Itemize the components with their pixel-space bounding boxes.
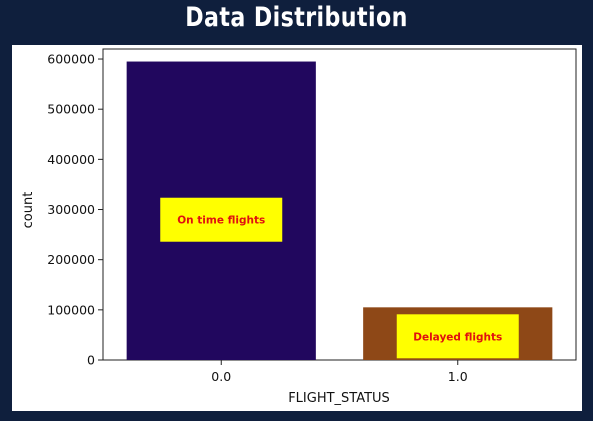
bar-chart: 0 100000 200000 300000 400000 500000 600000 0.…	[21, 48, 577, 406]
plot-frame	[102, 48, 577, 361]
annotation-box	[160, 197, 283, 242]
y-tick-label: 400000	[47, 152, 95, 167]
annotation-label: On time flights	[177, 215, 265, 227]
x-tick-label: 1.0	[448, 369, 468, 384]
x-axis-ticks: 0.0 1.0	[211, 360, 468, 384]
chart-panel: 0 100000 200000 300000 400000 500000 600000 0.…	[12, 45, 582, 411]
annotation-label: Delayed flights	[413, 331, 502, 343]
slide-title: Data Distribution	[185, 2, 408, 33]
annotation-box	[396, 314, 519, 359]
y-axis-ticks: 0 100000 200000 300000 400000 500000 600000	[47, 52, 103, 368]
y-tick-label: 200000	[47, 252, 95, 267]
y-axis-label: count	[21, 192, 36, 229]
x-tick-label: 0.0	[211, 369, 231, 384]
annotations: On time flights Delayed flights	[160, 197, 519, 359]
y-tick-label: 100000	[47, 302, 95, 317]
y-tick-label: 500000	[47, 102, 95, 117]
x-axis-label: FLIGHT_STATUS	[288, 391, 390, 406]
y-tick-label: 300000	[47, 202, 95, 217]
y-tick-label: 600000	[47, 52, 95, 67]
y-tick-label: 0	[87, 353, 95, 368]
